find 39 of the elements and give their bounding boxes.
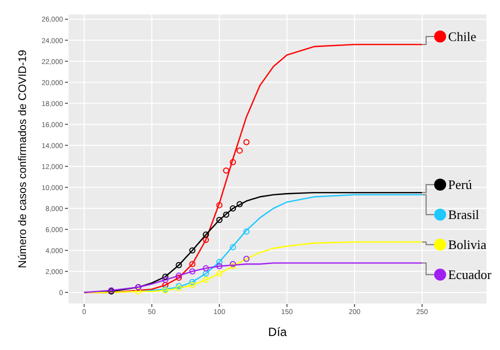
point bbox=[223, 212, 230, 218]
point bbox=[216, 258, 222, 266]
point bbox=[243, 139, 250, 146]
point bbox=[202, 232, 209, 238]
legend-label: Brasil bbox=[448, 207, 480, 222]
point bbox=[216, 270, 222, 277]
legend-label: Perú bbox=[448, 177, 472, 192]
point bbox=[162, 282, 168, 288]
point bbox=[189, 260, 196, 268]
point bbox=[202, 236, 209, 244]
point bbox=[243, 228, 250, 235]
point bbox=[223, 167, 230, 174]
point bbox=[230, 159, 236, 166]
point bbox=[230, 244, 236, 250]
point bbox=[202, 270, 209, 277]
x-axis-title: Día bbox=[268, 325, 288, 339]
point bbox=[230, 260, 236, 268]
y-axis-title: Número de casos confirmados de COVID-19 bbox=[16, 50, 29, 268]
point bbox=[162, 276, 168, 283]
point bbox=[189, 268, 196, 275]
point bbox=[236, 201, 243, 208]
point bbox=[162, 274, 168, 280]
point bbox=[230, 263, 236, 270]
point bbox=[216, 216, 222, 224]
legend-label: Bolivia bbox=[448, 237, 487, 252]
point bbox=[202, 276, 209, 283]
point bbox=[189, 278, 196, 286]
point bbox=[216, 202, 222, 208]
point bbox=[243, 256, 250, 262]
point bbox=[189, 282, 196, 288]
point bbox=[230, 205, 236, 212]
point bbox=[202, 265, 209, 272]
point bbox=[236, 147, 243, 154]
legend-label: Chile bbox=[448, 28, 477, 44]
point bbox=[176, 262, 182, 268]
point bbox=[216, 263, 222, 270]
legend-label: Ecuador bbox=[448, 267, 492, 282]
point bbox=[135, 288, 142, 294]
point bbox=[189, 247, 196, 254]
